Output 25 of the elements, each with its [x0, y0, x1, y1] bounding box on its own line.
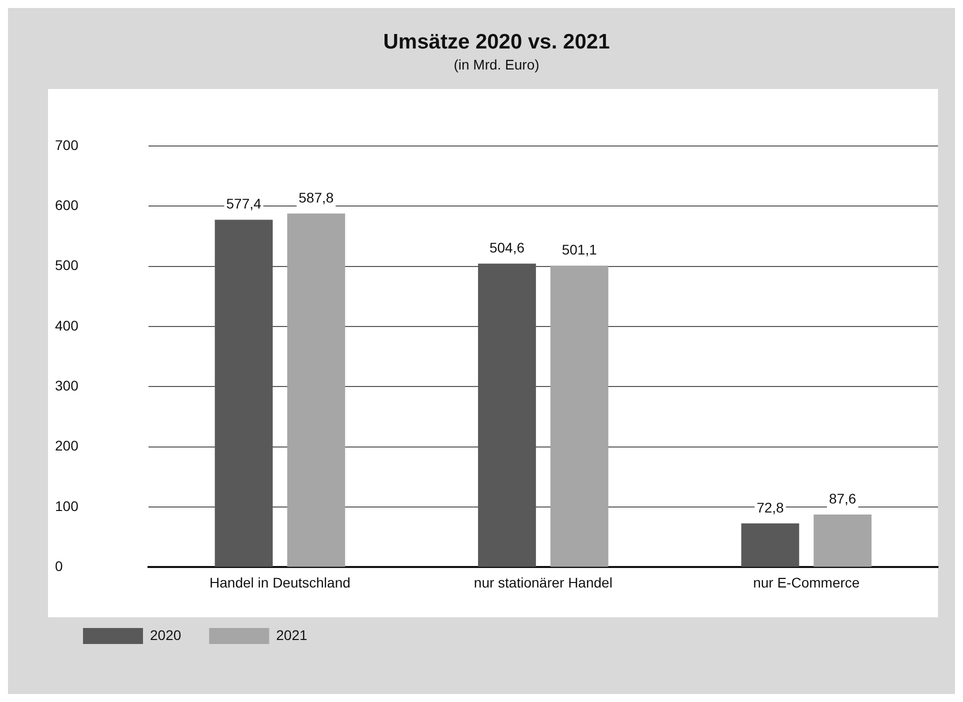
data-label: 501,1: [562, 242, 598, 258]
data-label: 87,6: [828, 490, 856, 506]
chart-subtitle: (in Mrd. Euro): [454, 56, 540, 72]
legend-label: 2020: [150, 626, 182, 643]
y-tick-label: 500: [55, 257, 79, 274]
data-label: 587,8: [298, 189, 334, 206]
y-tick-label: 200: [55, 438, 79, 454]
y-tick-label: 400: [55, 317, 79, 334]
x-tick-label: Handel in Deutschland: [210, 574, 350, 590]
data-label: 504,6: [489, 239, 525, 256]
legend-label: 2021: [276, 626, 308, 643]
y-tick-label: 700: [55, 136, 79, 153]
chart-title: Umsätze 2020 vs. 2021: [383, 30, 610, 54]
bar: [741, 523, 800, 567]
bar: [287, 214, 346, 567]
y-tick-label: 0: [55, 558, 63, 574]
x-tick-label: nur E-Commerce: [753, 574, 860, 590]
bar: [814, 514, 872, 567]
data-label: 72,8: [756, 499, 784, 516]
y-tick-label: 300: [55, 378, 79, 394]
data-label: 577,4: [226, 196, 262, 212]
bar: [550, 266, 608, 567]
y-tick-label: 100: [55, 498, 79, 514]
y-tick-label: 600: [55, 197, 79, 214]
x-tick-label: nur stationärer Handel: [474, 574, 612, 590]
